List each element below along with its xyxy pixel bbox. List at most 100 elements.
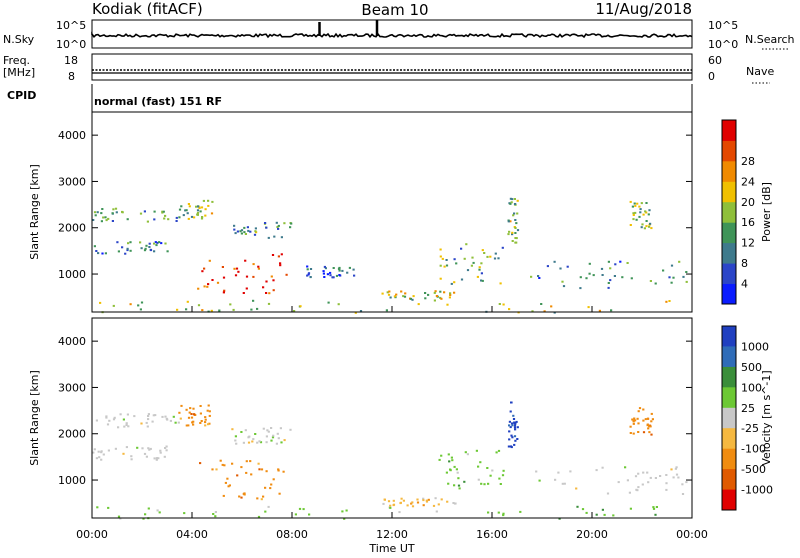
echo-cell — [231, 428, 234, 431]
echo-cell — [636, 417, 639, 420]
echo-cell — [439, 290, 442, 293]
echo-cell — [155, 457, 158, 460]
echo-cell — [187, 416, 191, 419]
echo-cell — [279, 262, 282, 265]
echo-cell — [187, 424, 190, 427]
echo-cell — [553, 260, 556, 263]
echo-cell — [511, 198, 514, 201]
echo-cell — [104, 216, 107, 219]
echo-cell — [501, 246, 504, 249]
echo-cell — [638, 205, 641, 208]
echo-cell — [204, 424, 207, 427]
echo-cell — [341, 269, 344, 272]
echo-cell — [187, 217, 190, 220]
echo-cell — [511, 231, 514, 234]
echo-cell — [434, 290, 437, 293]
echo-cell — [159, 449, 162, 452]
echo-cell — [273, 235, 276, 238]
echo-cell — [276, 432, 279, 435]
echo-cell — [106, 423, 110, 426]
echo-cell — [561, 482, 564, 485]
station-title: Kodiak (fitACF) — [92, 0, 203, 18]
echo-cell — [631, 205, 634, 208]
echo-cell — [516, 426, 519, 429]
echo-cell — [514, 227, 517, 229]
echo-cell — [447, 453, 450, 456]
echo-cell — [581, 508, 585, 511]
echo-cell — [204, 214, 207, 217]
echo-cell — [650, 433, 653, 436]
echo-cell — [635, 488, 638, 491]
echo-cell — [516, 229, 520, 232]
freq-label: Freq. — [3, 54, 30, 67]
echo-cell — [204, 418, 207, 421]
echo-cell — [177, 421, 180, 424]
echo-cell — [99, 301, 102, 304]
nsky-left-tick-bottom: 10^0 — [56, 38, 86, 51]
echo-cell — [450, 282, 453, 285]
echo-cell — [189, 407, 192, 410]
nsky-trace — [91, 31, 693, 39]
echo-cell — [282, 470, 285, 473]
echo-cell — [649, 476, 652, 479]
power-panel: 1000 2000 3000 4000 Slant Range [km] 4 8 12 16… — [28, 111, 773, 314]
echo-cell — [632, 422, 635, 425]
echo-cell — [222, 291, 225, 294]
echo-cell — [607, 260, 610, 263]
echo-cell — [395, 293, 398, 296]
echo-cell — [158, 511, 161, 514]
echo-cell — [400, 497, 403, 500]
nsearch-label: N.Search — [745, 33, 795, 46]
echo-cell — [211, 200, 214, 203]
echo-cell — [240, 431, 243, 433]
echo-cell — [250, 473, 253, 476]
velocity-y-axis: 1000 2000 3000 4000 — [58, 335, 692, 487]
echo-cell — [480, 272, 483, 275]
echo-cell — [264, 510, 267, 513]
echo-cell — [161, 210, 164, 213]
echo-cell — [143, 452, 147, 455]
echo-cell — [606, 492, 610, 495]
echo-cell — [601, 508, 604, 511]
echo-cell — [233, 228, 236, 231]
echo-cell — [164, 242, 167, 245]
echo-cell — [211, 468, 214, 471]
echo-cell — [509, 410, 512, 413]
echo-cell — [508, 420, 511, 423]
echo-cell — [675, 473, 679, 476]
echo-cell — [95, 250, 98, 252]
colorbar-swatch — [722, 489, 736, 511]
echo-cell — [188, 205, 191, 208]
echo-cell — [427, 498, 430, 501]
echo-cell — [222, 494, 225, 497]
echo-cell — [617, 481, 620, 484]
echo-cell — [279, 427, 282, 430]
echo-cell — [151, 420, 154, 423]
echo-cell — [201, 270, 204, 273]
echo-cell — [97, 252, 100, 255]
echo-cell — [512, 418, 516, 420]
echo-cell — [165, 449, 168, 452]
echo-cell — [192, 420, 195, 423]
echo-cell — [389, 296, 392, 299]
echo-cell — [463, 257, 466, 260]
echo-cell — [236, 474, 239, 477]
colorbar-swatch — [722, 263, 736, 284]
echo-cell — [259, 441, 263, 444]
echo-cell — [498, 303, 501, 305]
echo-cell — [117, 250, 120, 253]
echo-cell — [579, 276, 582, 279]
echo-cell — [341, 510, 344, 513]
echo-cell — [439, 277, 442, 280]
y-tick-label: 4000 — [58, 335, 86, 348]
echo-cell — [382, 502, 385, 505]
echo-cell — [632, 218, 635, 221]
echo-cell — [240, 232, 243, 235]
freq-left-tick-bottom: 8 — [68, 70, 75, 83]
echo-cell — [637, 410, 640, 413]
echo-cell — [509, 197, 512, 200]
echo-cell — [245, 287, 248, 290]
echo-cell — [164, 447, 167, 449]
echo-cell — [587, 306, 590, 309]
echo-cell — [387, 293, 391, 296]
